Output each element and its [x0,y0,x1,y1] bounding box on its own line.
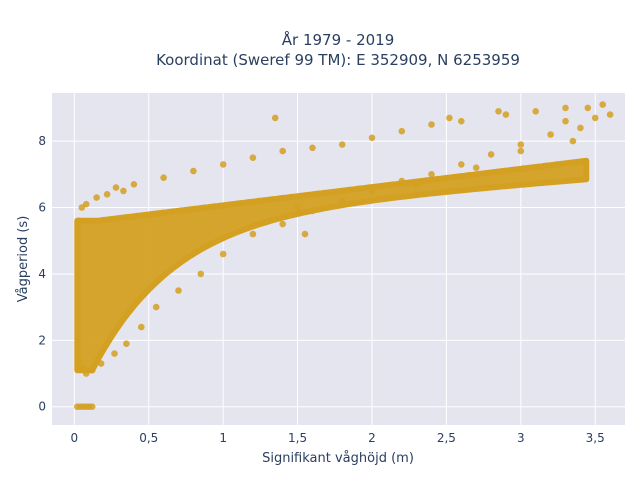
data-point [82,200,90,208]
data-point [383,194,391,201]
x-tick-label: 3 [517,431,525,445]
data-point [517,141,525,148]
data-point [111,350,118,357]
point-cloud-area [74,157,590,374]
data-point [249,230,257,238]
data-point [547,131,554,138]
data-point [532,108,539,115]
x-tick-label: 2 [368,431,376,445]
data-point [569,137,577,145]
y-tick-labels: 0 2 4 6 8 [38,134,46,414]
data-point [413,181,420,188]
x-tick-label: 1,5 [288,431,307,445]
data-point [249,154,257,161]
data-point [103,191,111,198]
data-point [309,144,316,152]
data-point [197,270,205,278]
x-axis-label: Signifikant våghöjd (m) [262,451,414,466]
y-tick-label: 6 [38,201,46,215]
data-point [562,104,569,112]
data-point [279,147,287,155]
data-point [606,111,614,118]
data-point [88,403,96,411]
data-point [219,161,227,168]
data-point [88,366,96,374]
data-point [301,230,309,238]
data-point [120,187,127,195]
x-tick-label: 1 [219,431,227,445]
x-tick-label: 0,5 [139,431,158,445]
data-point [446,114,453,122]
y-tick-label: 4 [38,267,46,281]
chart-title-line-2: Koordinat (Sweref 99 TM): E 352909, N 62… [156,51,520,69]
chart-title-line-1: År 1979 - 2019 [282,30,395,49]
data-point [338,197,346,205]
data-point [112,184,120,191]
data-point [271,114,279,122]
data-point [472,164,480,171]
data-point [502,111,510,118]
y-tick-label: 8 [38,134,46,148]
data-point [577,124,584,132]
data-point [160,174,167,181]
data-point [309,207,316,215]
x-tick-label: 2,5 [437,431,456,445]
data-point [190,167,197,175]
data-point [599,101,606,108]
data-point [591,114,599,122]
data-point [152,303,160,311]
data-point [584,104,592,112]
data-point [294,204,301,211]
data-point [487,151,495,158]
data-point [562,117,569,125]
data-point [279,220,287,228]
data-point [458,117,465,125]
y-tick-label: 2 [38,333,46,347]
y-axis-label: Vågperiod (s) [16,216,31,303]
y-tick-label: 0 [38,400,46,414]
data-point [130,181,138,188]
data-point [428,121,435,128]
data-point [368,187,376,195]
x-tick-labels: 0 0,5 1 1,5 2 2,5 3 3,5 [71,431,605,445]
data-point [398,127,406,135]
data-point [175,287,182,294]
data-point [78,363,86,371]
x-tick-label: 3,5 [586,431,605,445]
data-point [82,370,90,377]
data-point [398,177,406,185]
data-point [93,194,100,201]
data-point [219,250,227,258]
data-point [428,171,435,178]
point-cloud [74,157,590,374]
scatter-series [74,101,614,411]
data-point [75,217,83,225]
data-point [495,108,502,115]
data-point [338,141,346,148]
x-tick-label: 0 [71,431,79,445]
data-point [138,323,145,331]
data-point [368,134,376,142]
data-point [123,340,130,348]
data-point [97,360,105,367]
data-point [458,161,465,168]
data-point [75,357,83,364]
data-point [517,147,525,155]
